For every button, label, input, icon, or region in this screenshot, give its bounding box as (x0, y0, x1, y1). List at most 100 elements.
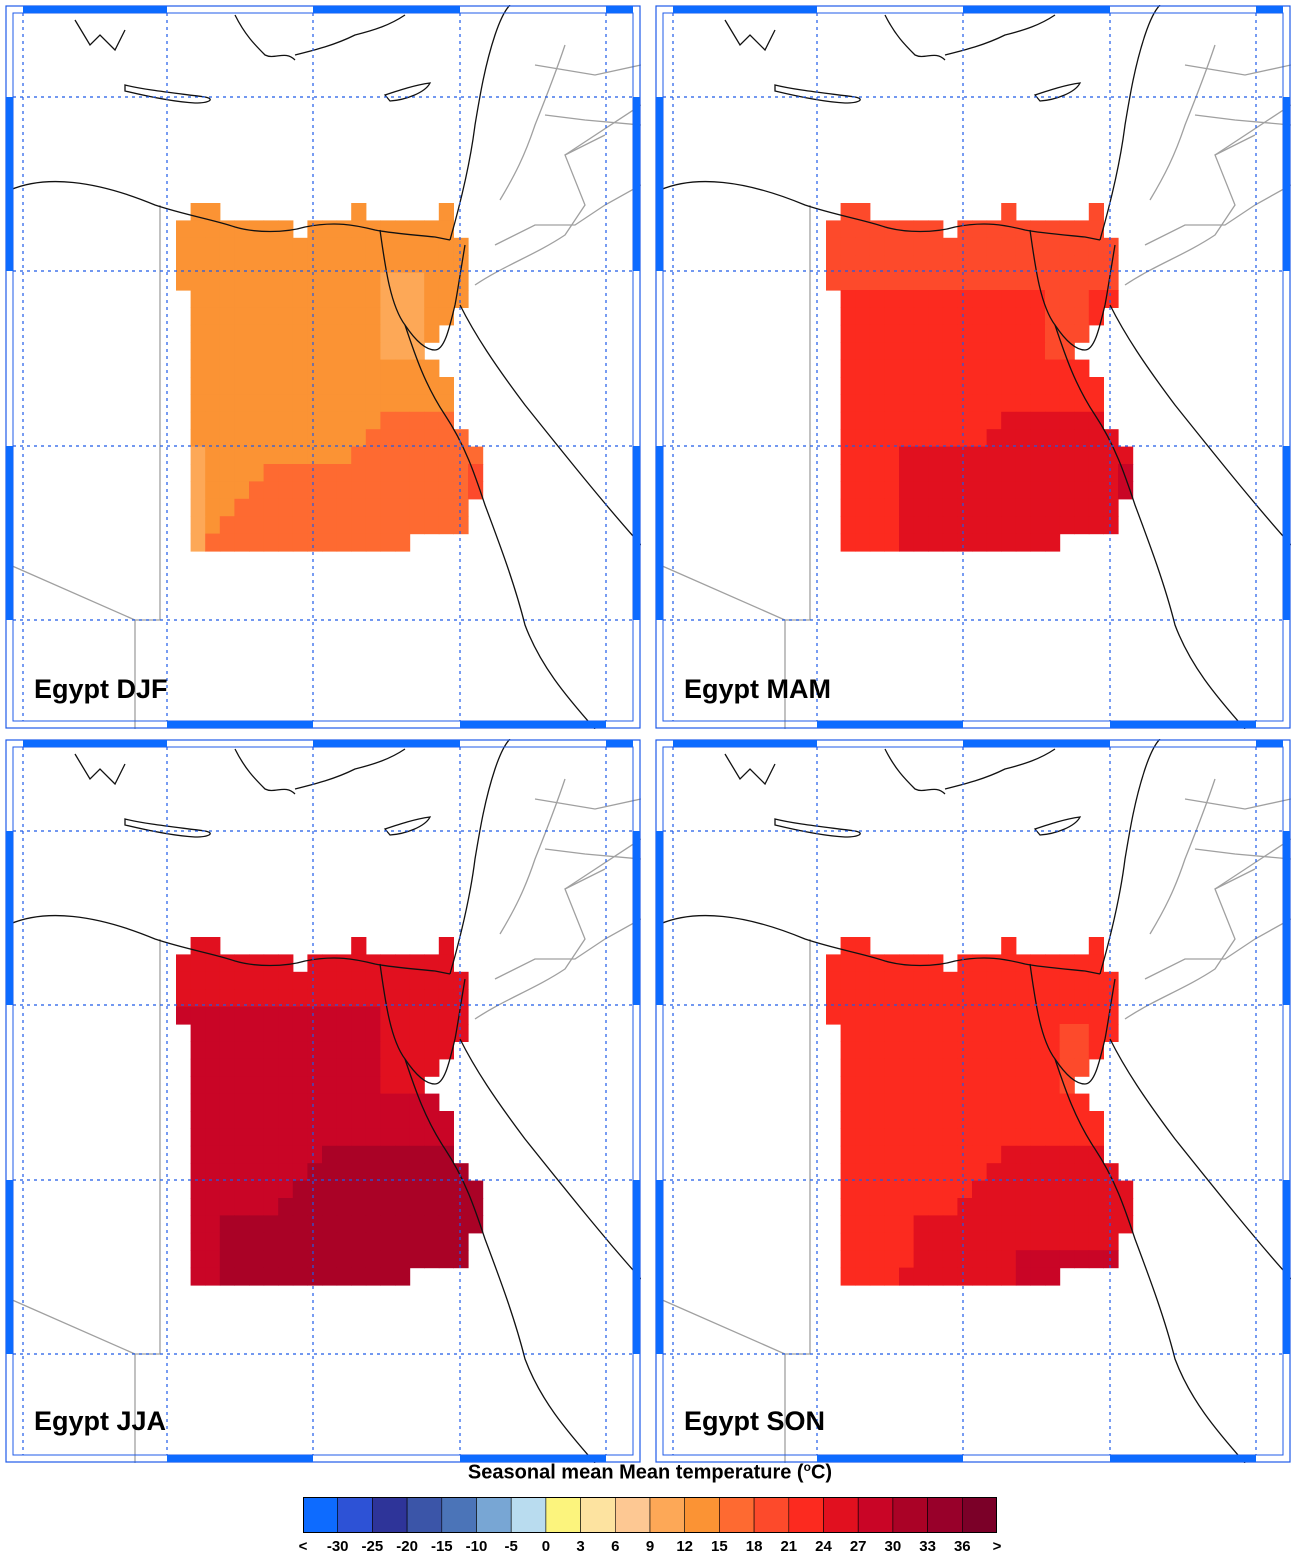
data-cell (1045, 1006, 1061, 1025)
data-cell (336, 1180, 352, 1199)
data-cell (307, 481, 323, 500)
country-border (494, 918, 641, 980)
data-cell (263, 220, 279, 239)
data-cell (322, 971, 338, 990)
data-cell (453, 237, 469, 256)
data-cell (826, 255, 842, 274)
data-cell (438, 1250, 454, 1269)
data-cell (913, 377, 929, 395)
data-cell (365, 237, 381, 256)
data-cell (884, 411, 900, 430)
data-cell (307, 272, 323, 291)
data-cell (409, 1232, 425, 1251)
data-cell (1088, 377, 1104, 395)
data-cell (1059, 1076, 1075, 1095)
map-panel-son: Egypt SON (655, 739, 1291, 1463)
data-cell (986, 533, 1002, 552)
data-cell (1001, 1145, 1017, 1164)
data-cell (322, 1058, 338, 1077)
data-cell (986, 1250, 1002, 1269)
data-cell (1088, 255, 1104, 274)
data-cell (424, 220, 440, 239)
data-cell (249, 446, 265, 465)
data-cell (1045, 1198, 1061, 1216)
data-cell (986, 1198, 1002, 1216)
data-cell (351, 533, 367, 552)
data-cell (986, 290, 1002, 308)
data-cell (234, 989, 250, 1008)
frame-segment (817, 721, 963, 728)
data-cell (322, 464, 338, 482)
data-cell (957, 971, 973, 990)
data-cell (453, 989, 469, 1008)
data-cell (869, 1093, 885, 1112)
data-cell (307, 307, 323, 326)
coastline (1054, 324, 1246, 729)
data-cell (219, 1024, 235, 1042)
data-cell (263, 1232, 279, 1251)
data-cell (190, 1111, 206, 1129)
data-cell (855, 220, 871, 239)
data-cell (409, 1058, 425, 1077)
data-cell (365, 1250, 381, 1269)
data-cell (424, 272, 440, 291)
data-cell (219, 498, 235, 517)
data-cell (913, 255, 929, 274)
data-cell (855, 359, 871, 378)
data-cell (957, 954, 973, 973)
data-cell (957, 1111, 973, 1129)
data-cell (219, 429, 235, 448)
data-cell (278, 220, 294, 239)
panel-frame (655, 739, 1291, 1463)
data-cell (1059, 516, 1075, 535)
data-cell (972, 1058, 988, 1077)
data-cell (190, 394, 206, 413)
data-cell (219, 324, 235, 343)
data-cell (307, 1076, 323, 1095)
data-cell (263, 1041, 279, 1060)
data-cell (869, 1076, 885, 1095)
data-cell (1015, 1076, 1031, 1095)
data-cell (278, 1111, 294, 1129)
data-cell (957, 533, 973, 552)
colorbar-swatch (649, 1497, 686, 1533)
data-cell (234, 533, 250, 552)
data-cell (292, 307, 308, 326)
data-cell (928, 1145, 944, 1164)
data-cell (424, 359, 440, 378)
colorbar-swatch (476, 1497, 512, 1533)
data-cell (190, 359, 206, 378)
data-cell (395, 1006, 411, 1025)
frame-segment (23, 740, 167, 747)
colorbar-tick-label: 30 (884, 1538, 902, 1555)
data-cell (336, 1232, 352, 1251)
data-cell (855, 377, 871, 395)
data-cell (263, 1250, 279, 1269)
data-cell (913, 1180, 929, 1199)
data-cell (336, 1145, 352, 1164)
data-cell (438, 377, 454, 395)
data-cell (899, 359, 915, 378)
data-cell (1001, 464, 1017, 482)
data-cell (972, 1232, 988, 1251)
data-cell (292, 342, 308, 361)
data-cell (928, 954, 944, 973)
data-cell (972, 411, 988, 430)
panel-frame (655, 5, 1291, 729)
data-cell (395, 255, 411, 274)
data-cell (190, 411, 206, 430)
data-cell (336, 971, 352, 990)
data-cell (438, 937, 454, 955)
data-cell (234, 1180, 250, 1199)
data-cell (365, 429, 381, 448)
data-cell (263, 237, 279, 256)
data-cell (249, 1128, 265, 1147)
data-cell (322, 290, 338, 308)
coastline (1099, 739, 1161, 975)
data-cell (840, 1250, 856, 1269)
data-cell (249, 394, 265, 413)
data-cell (928, 237, 944, 256)
data-cell (395, 1250, 411, 1269)
data-cell (957, 516, 973, 535)
data-cell (336, 954, 352, 973)
